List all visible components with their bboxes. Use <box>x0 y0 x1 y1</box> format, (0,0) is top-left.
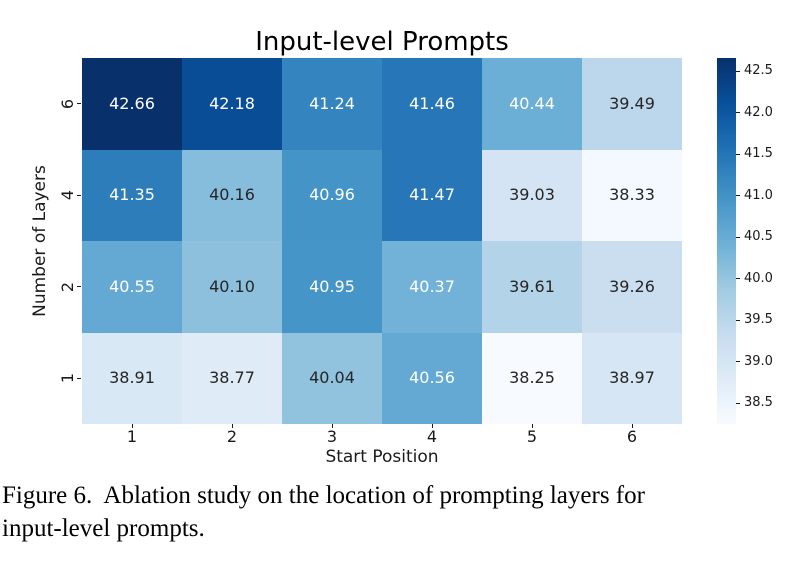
heatmap-cell: 40.95 <box>282 241 382 333</box>
colorbar-tick-mark <box>736 361 740 363</box>
colorbar-tick-label: 42.5 <box>744 63 773 79</box>
y-tick-mark <box>77 103 81 105</box>
y-tick-mark <box>77 377 81 379</box>
x-tick-mark <box>531 424 533 428</box>
heatmap-cell: 41.46 <box>382 58 482 150</box>
heatmap-cell: 41.47 <box>382 149 482 241</box>
colorbar-tick-mark <box>736 278 740 280</box>
x-tick-label: 2 <box>226 427 238 446</box>
colorbar-tick-mark <box>736 195 740 197</box>
colorbar-tick-label: 39.5 <box>744 312 773 328</box>
colorbar-tick-mark <box>736 402 740 404</box>
heatmap-cell: 38.25 <box>482 332 582 424</box>
heatmap-cell: 39.49 <box>582 58 682 150</box>
colorbar-tick-label: 39.0 <box>744 353 773 369</box>
heatmap-cell: 40.55 <box>82 241 182 333</box>
y-tick-mark <box>77 194 81 196</box>
colorbar-tick-mark <box>736 112 740 114</box>
x-tick-label: 4 <box>426 427 438 446</box>
colorbar-tick-mark <box>736 70 740 72</box>
x-tick-mark <box>231 424 233 428</box>
heatmap-cell: 42.66 <box>82 58 182 150</box>
heatmap-cell: 39.61 <box>482 241 582 333</box>
colorbar-tick-label: 42.0 <box>744 104 773 120</box>
colorbar-tick-label: 41.0 <box>744 187 773 203</box>
y-axis-label: Number of Layers <box>30 165 50 317</box>
y-tick-label: 1 <box>58 373 77 384</box>
heatmap-cell: 40.16 <box>182 149 282 241</box>
heatmap-cell: 38.33 <box>582 149 682 241</box>
y-tick-label: 4 <box>58 190 77 201</box>
colorbar-tick-label: 40.0 <box>744 270 773 286</box>
y-tick-label: 6 <box>58 98 77 109</box>
x-axis-label: Start Position <box>325 447 439 467</box>
heatmap-cell: 40.44 <box>482 58 582 150</box>
heatmap-cell: 39.26 <box>582 241 682 333</box>
x-tick-label: 6 <box>626 427 638 446</box>
heatmap-grid: 42.66 42.18 41.24 41.46 40.44 39.49 41.35 40.16… <box>82 58 682 424</box>
y-tick-mark <box>77 286 81 288</box>
heatmap-cell: 42.18 <box>182 58 282 150</box>
heatmap-cell: 38.97 <box>582 332 682 424</box>
heatmap-cell: 40.56 <box>382 332 482 424</box>
heatmap-cell: 40.37 <box>382 241 482 333</box>
heatmap-cell: 40.10 <box>182 241 282 333</box>
colorbar-tick-mark <box>736 153 740 155</box>
colorbar-tick-label: 40.5 <box>744 229 773 245</box>
x-tick-label: 1 <box>126 427 138 446</box>
y-tick-label: 2 <box>58 281 77 292</box>
colorbar-tick-label: 41.5 <box>744 146 773 162</box>
x-tick-mark <box>131 424 133 428</box>
chart-title: Input-level Prompts <box>255 27 509 57</box>
heatmap-cell: 40.04 <box>282 332 382 424</box>
heatmap-cell: 41.35 <box>82 149 182 241</box>
x-tick-label: 5 <box>526 427 538 446</box>
colorbar-tick-label: 38.5 <box>744 395 773 411</box>
colorbar-tick-mark <box>736 236 740 238</box>
x-tick-label: 3 <box>326 427 338 446</box>
figure-caption: Figure 6. Ablation study on the location… <box>2 482 645 542</box>
colorbar <box>717 58 736 424</box>
colorbar-tick-mark <box>736 319 740 321</box>
x-tick-mark <box>431 424 433 428</box>
heatmap-cell: 38.91 <box>82 332 182 424</box>
heatmap-cell: 40.96 <box>282 149 382 241</box>
heatmap-cell: 38.77 <box>182 332 282 424</box>
x-tick-mark <box>631 424 633 428</box>
heatmap-cell: 41.24 <box>282 58 382 150</box>
x-tick-mark <box>331 424 333 428</box>
heatmap-cell: 39.03 <box>482 149 582 241</box>
